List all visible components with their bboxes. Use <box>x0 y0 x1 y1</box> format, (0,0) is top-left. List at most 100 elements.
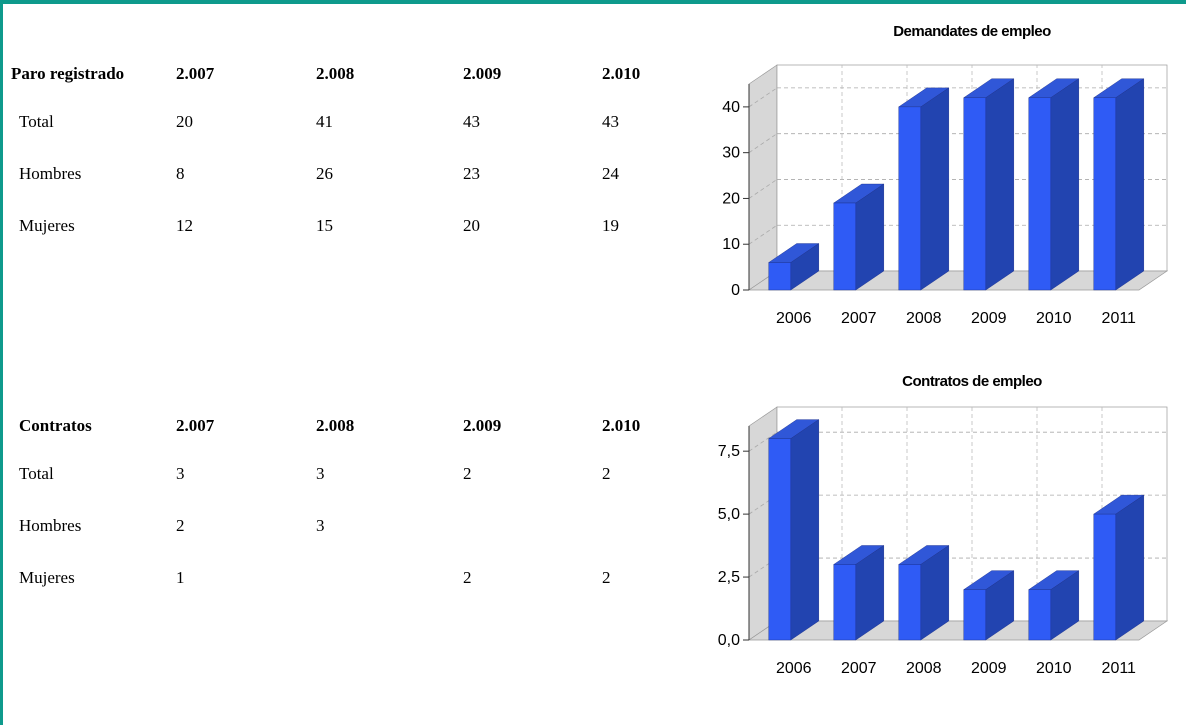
table-row: Hombres 2 3 <box>11 500 662 552</box>
demandates-chart: Demandates de empleo 0 10 20 30 40 2006 2007 200… <box>722 23 1169 327</box>
contratos-table: Contratos 2.007 2.008 2.009 2.010 Total … <box>11 404 662 604</box>
bar-front <box>898 106 921 291</box>
y-tick-label: 20 <box>722 190 740 207</box>
bar-front <box>963 97 987 291</box>
header-cell: 2.007 <box>176 416 215 435</box>
gridline <box>748 87 778 108</box>
table-row: Mujeres 1 2 2 <box>11 552 662 604</box>
table-cell: 24 <box>602 164 619 183</box>
gridline <box>748 224 778 245</box>
bar-2008 <box>898 545 950 641</box>
bar-front <box>1093 97 1117 291</box>
x-tick-label: 2006 <box>776 660 812 677</box>
bar-2006 <box>768 243 820 291</box>
table-row: Mujeres 12 15 20 19 <box>11 200 662 252</box>
gridline <box>748 133 778 153</box>
table-cell: 19 <box>602 216 619 235</box>
x-tick-label: 2010 <box>1036 310 1072 327</box>
y-tick-label: 30 <box>722 145 740 162</box>
y-tick-label: 7,5 <box>718 443 740 460</box>
table-cell: 8 <box>176 164 185 183</box>
x-tick-label: 2011 <box>1102 660 1137 677</box>
y-tick-label: 0,0 <box>718 632 740 649</box>
table-cell: 43 <box>602 112 619 131</box>
x-tick-label: 2007 <box>841 310 877 327</box>
bar-2006 <box>768 419 820 641</box>
table-cell: 15 <box>316 216 333 235</box>
bar-2010 <box>1028 570 1080 641</box>
bar-front <box>963 589 987 641</box>
table-cell <box>602 500 662 552</box>
bar-2011 <box>1093 494 1145 641</box>
row-label: Hombres <box>19 516 82 535</box>
bar-2008 <box>898 87 950 291</box>
header-cell: Paro registrado <box>11 64 125 83</box>
bar-side <box>1050 78 1079 291</box>
bar-front <box>1028 589 1052 641</box>
table-header-row: Paro registrado 2.007 2.008 2.009 2.010 <box>11 52 662 96</box>
y-tick-label: 5,0 <box>718 506 740 523</box>
bar-side <box>1115 78 1144 291</box>
paro-registrado-table: Paro registrado 2.007 2.008 2.009 2.010 … <box>11 52 662 252</box>
bar-2009 <box>963 78 1015 291</box>
table-cell <box>463 500 602 552</box>
chart-title: Contratos de empleo <box>902 373 1042 390</box>
y-tick-label: 2,5 <box>718 569 740 586</box>
bar-side <box>920 87 950 291</box>
chart-side-wall <box>748 64 778 291</box>
table-cell: 2 <box>176 516 185 535</box>
table-row: Total 20 41 43 43 <box>11 96 662 148</box>
row-label: Total <box>19 464 54 483</box>
bar-2007 <box>833 545 885 641</box>
header-cell: 2.009 <box>463 416 502 435</box>
header-cell: 2.010 <box>602 64 641 83</box>
y-tick-label: 40 <box>722 99 740 116</box>
row-label: Total <box>19 112 54 131</box>
table-cell <box>316 552 463 604</box>
table-cell: 26 <box>316 164 333 183</box>
bar-side <box>985 78 1014 291</box>
bar-front <box>1028 97 1052 291</box>
header-cell: 2.007 <box>176 64 215 83</box>
header-cell: 2.008 <box>316 64 355 83</box>
x-tick-label: 2009 <box>971 310 1007 327</box>
x-tick-label: 2008 <box>906 660 942 677</box>
table-header-row: Contratos 2.007 2.008 2.009 2.010 <box>11 404 662 448</box>
row-label: Hombres <box>19 164 82 183</box>
table-cell: 43 <box>463 112 480 131</box>
bar-front <box>833 202 856 291</box>
table-cell: 41 <box>316 112 333 131</box>
table-cell: 3 <box>316 516 325 535</box>
bar-side <box>790 419 820 641</box>
x-tick-label: 2008 <box>906 310 942 327</box>
bar-front <box>833 564 856 641</box>
header-cell: 2.008 <box>316 416 355 435</box>
row-label: Mujeres <box>19 216 75 235</box>
bar-2007 <box>833 183 885 291</box>
table-cell: 23 <box>463 164 480 183</box>
x-tick-label: 2011 <box>1102 310 1137 327</box>
table-cell: 20 <box>463 216 480 235</box>
table-cell: 20 <box>176 112 193 131</box>
table-cell: 3 <box>176 464 185 483</box>
y-tick-label: 10 <box>722 236 740 253</box>
x-tick-label: 2007 <box>841 660 877 677</box>
bar-side <box>1115 494 1144 641</box>
table-cell: 12 <box>176 216 193 235</box>
y-tick-label: 0 <box>731 282 740 299</box>
contratos-chart: Contratos de empleo 0,0 2,5 5,0 7,5 2006 2007 2… <box>718 373 1169 677</box>
x-tick-label: 2010 <box>1036 660 1072 677</box>
table-cell: 2 <box>602 568 611 587</box>
table-cell: 2 <box>463 568 472 587</box>
gridline <box>748 179 778 199</box>
table-cell: 2 <box>602 464 611 483</box>
gridline <box>748 431 778 452</box>
table-cell: 3 <box>316 464 325 483</box>
bar-front <box>768 438 791 641</box>
bar-2011 <box>1093 78 1145 291</box>
table-cell: 2 <box>463 464 472 483</box>
table-row: Total 3 3 2 2 <box>11 448 662 500</box>
x-tick-label: 2006 <box>776 310 812 327</box>
header-cell: 2.010 <box>602 416 641 435</box>
